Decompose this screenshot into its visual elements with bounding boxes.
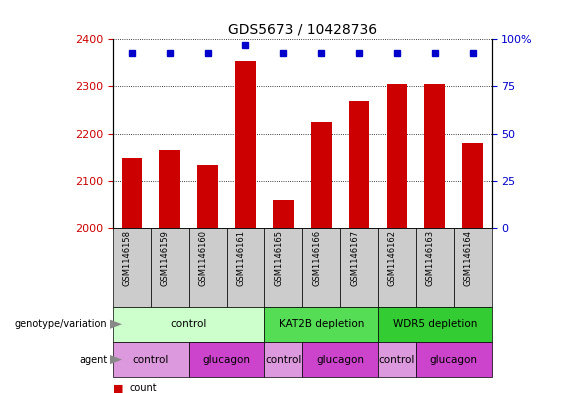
Text: GSM1146162: GSM1146162 [388,230,397,286]
Bar [302,342,378,377]
Text: control: control [133,354,169,365]
Text: GSM1146166: GSM1146166 [312,230,321,286]
Text: glucagon: glucagon [316,354,364,365]
Bar [454,228,492,307]
Bar [159,150,180,228]
Bar [462,143,483,228]
Text: GSM1146161: GSM1146161 [237,230,245,286]
Text: KAT2B depletion: KAT2B depletion [279,319,364,329]
Bar [311,122,332,228]
Bar [386,84,407,228]
Text: control: control [265,354,302,365]
Text: glucagon: glucagon [430,354,477,365]
Text: GSM1146160: GSM1146160 [199,230,208,286]
Bar [416,342,492,377]
Bar [349,101,370,228]
Bar [113,342,189,377]
Bar [227,228,264,307]
Title: GDS5673 / 10428736: GDS5673 / 10428736 [228,23,377,37]
Bar [424,84,445,228]
Bar [151,228,189,307]
Bar [113,228,151,307]
Bar [416,228,454,307]
Bar [340,228,378,307]
Text: control: control [171,319,207,329]
Bar [273,200,294,228]
Bar [197,165,218,228]
Polygon shape [110,320,122,329]
Text: count: count [130,383,158,393]
Text: genotype/variation: genotype/variation [15,319,107,329]
Text: ■: ■ [113,383,124,393]
Polygon shape [110,355,122,364]
Text: GSM1146167: GSM1146167 [350,230,359,286]
Text: control: control [379,354,415,365]
Text: GSM1146159: GSM1146159 [161,230,169,286]
Text: agent: agent [79,354,107,365]
Bar [302,228,340,307]
Bar [113,307,264,342]
Bar [235,61,256,228]
Text: glucagon: glucagon [203,354,250,365]
Text: WDR5 depletion: WDR5 depletion [393,319,477,329]
Bar [378,342,416,377]
Bar [264,228,302,307]
Bar [189,228,227,307]
Bar [264,307,378,342]
Bar [378,228,416,307]
Text: GSM1146165: GSM1146165 [275,230,283,286]
Bar [378,307,492,342]
Bar [264,342,302,377]
Text: GSM1146164: GSM1146164 [464,230,472,286]
Bar [121,158,142,228]
Text: GSM1146163: GSM1146163 [426,230,435,286]
Bar [189,342,264,377]
Text: GSM1146158: GSM1146158 [123,230,132,286]
